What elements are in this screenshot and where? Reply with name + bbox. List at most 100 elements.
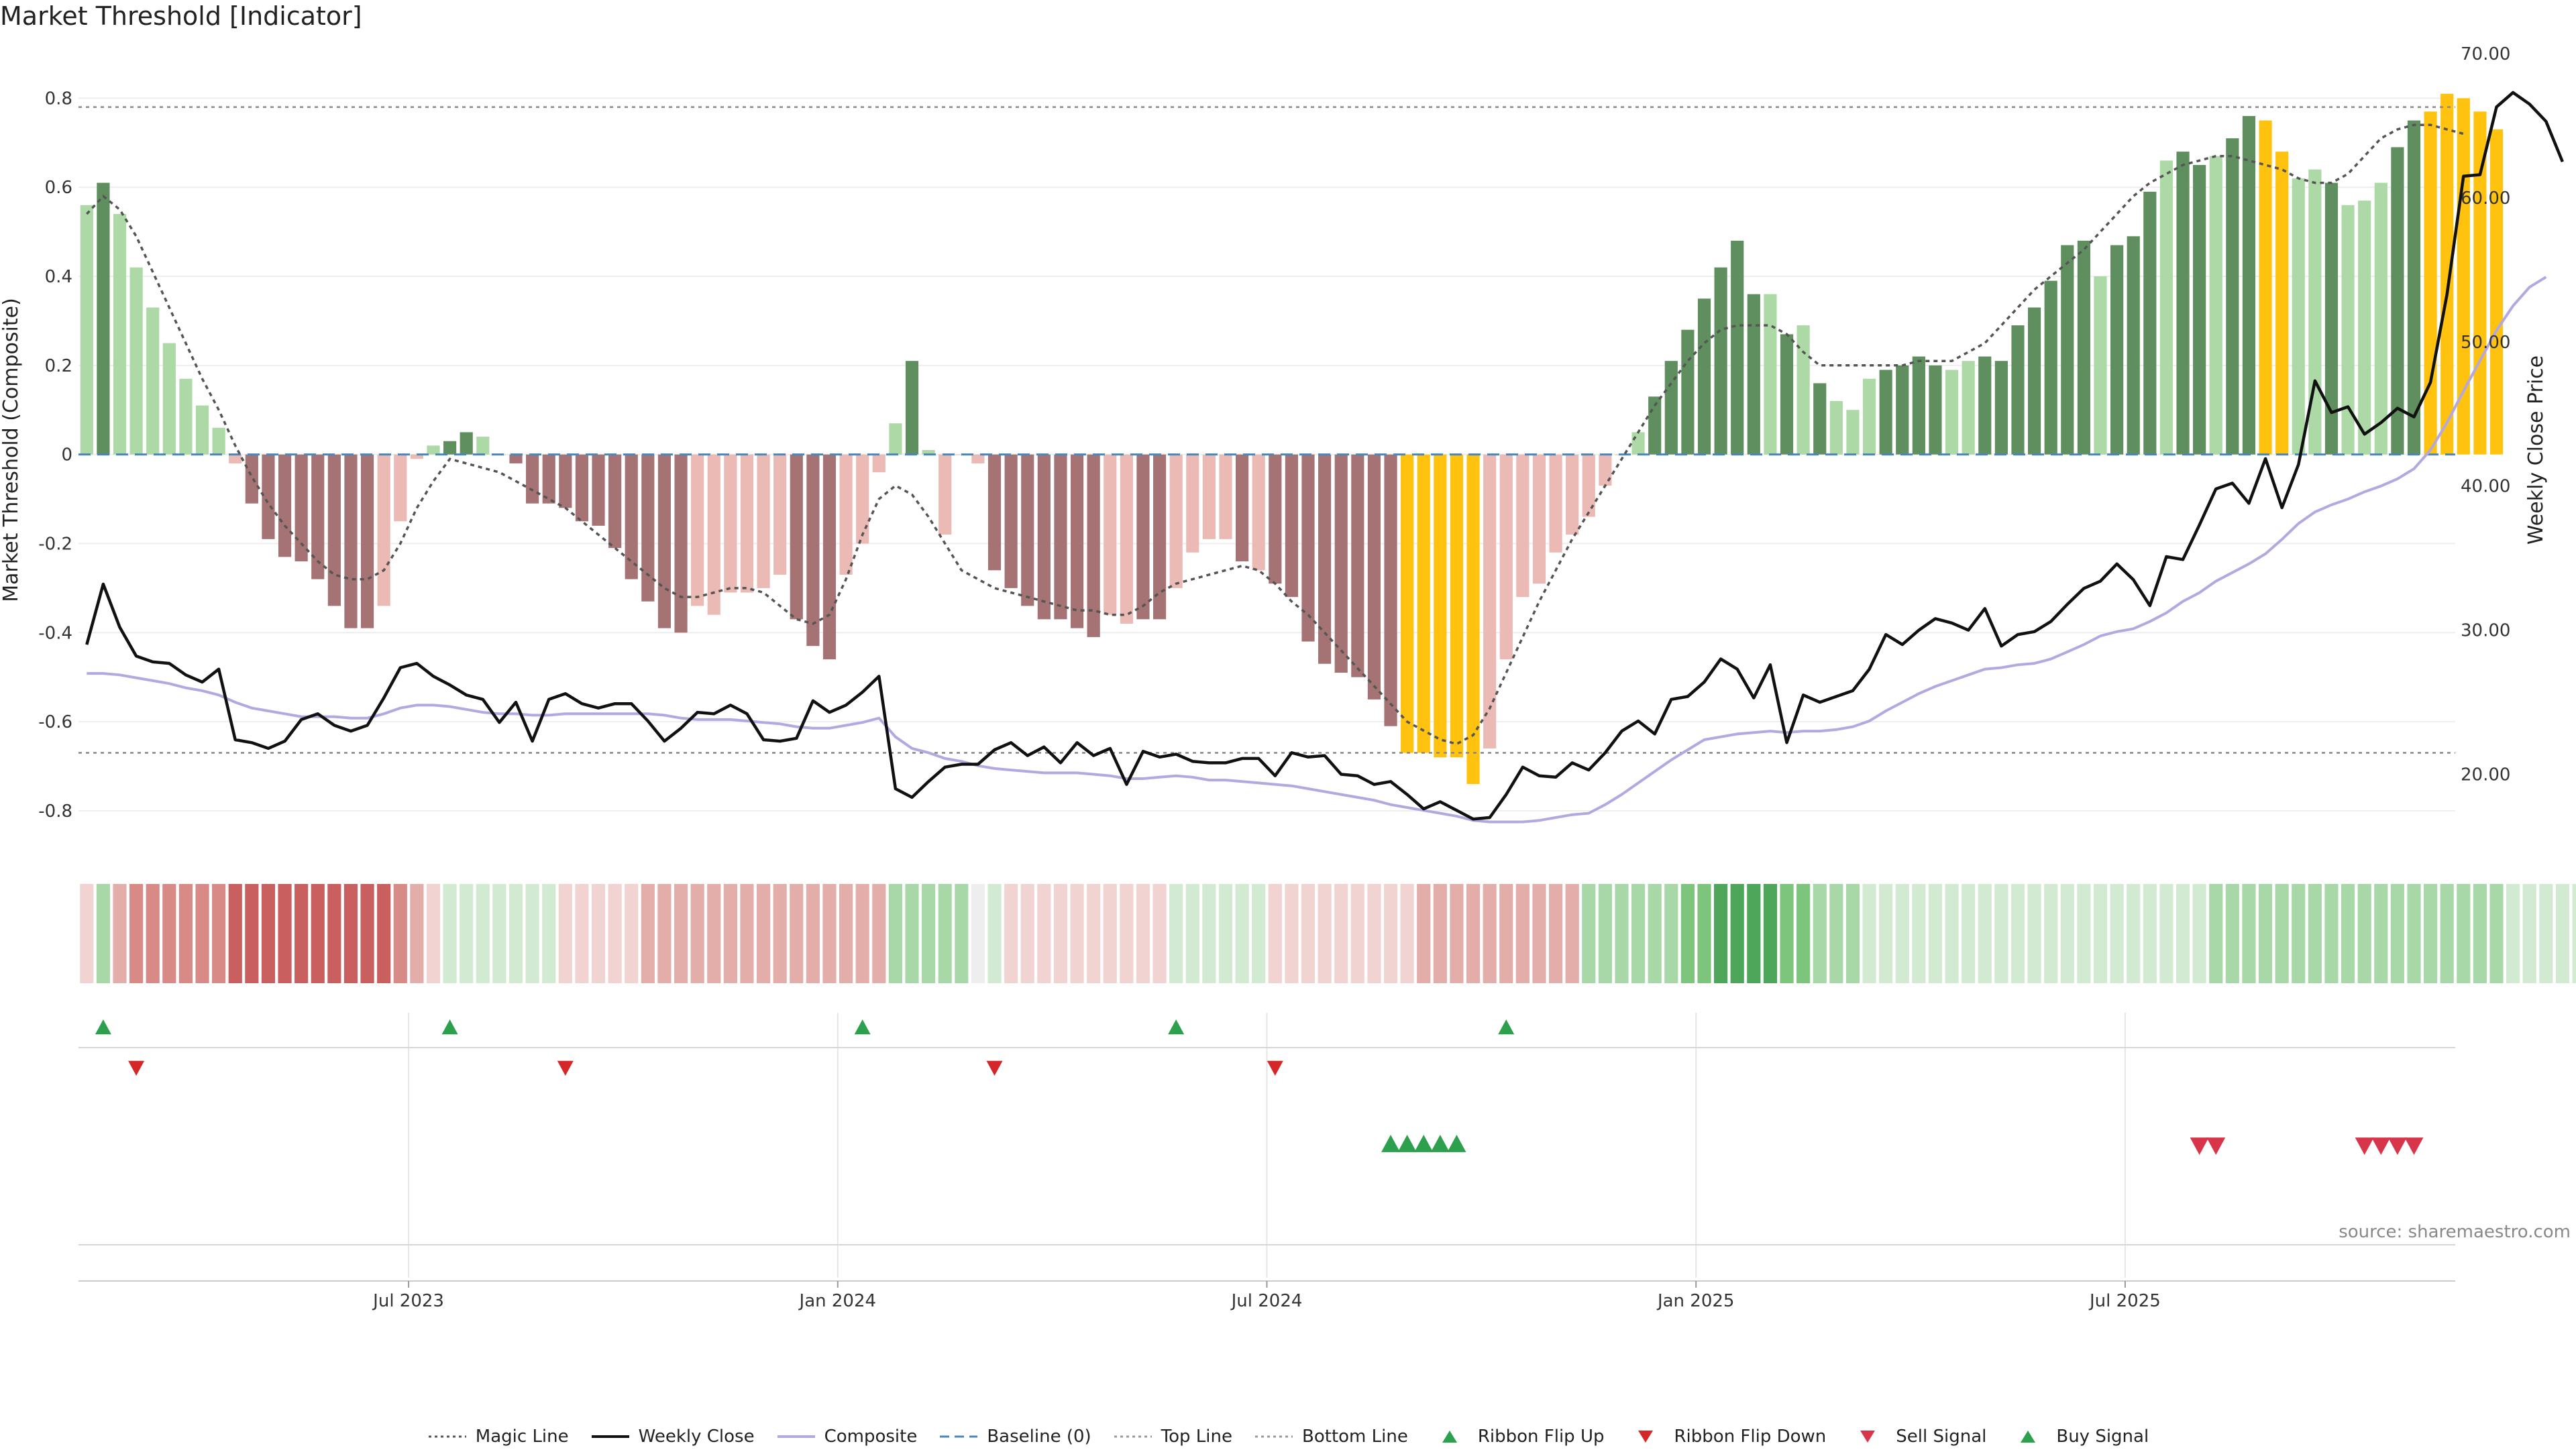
axes: 0.8 0.6 0.4 0.2 0 -0.2 -0.4 -0.6 -0.8 70.00 60.00 5… (0, 44, 2548, 1311)
ribbon-cell (2407, 884, 2421, 983)
ribbon-cell (625, 884, 639, 983)
ribbon-cell (1383, 884, 1398, 983)
chart-legend: Magic Line Weekly Close Composite Baseline … (0, 1423, 2576, 1450)
bar (1434, 454, 1447, 758)
ribbon-flip-up-marker (1168, 1019, 1185, 1035)
bar (1631, 432, 1645, 455)
y-tick-label: 0 (61, 445, 72, 465)
ribbon-cell (2044, 884, 2058, 983)
ribbon-cell (938, 884, 952, 983)
ribbon-cell (2341, 884, 2355, 983)
bar (922, 450, 935, 455)
ribbon-cell (2324, 884, 2339, 983)
ribbon-cell (2572, 884, 2576, 983)
bar (1401, 454, 1414, 753)
bar (1351, 454, 1364, 677)
bar (1136, 454, 1150, 620)
ribbon-cell (476, 884, 490, 983)
ribbon-cell (1499, 884, 1513, 983)
ribbon-cell (1400, 884, 1414, 983)
ribbon-cell (905, 884, 919, 983)
ribbon-strip (80, 884, 2576, 983)
ribbon-cell (1895, 884, 1909, 983)
ribbon-cell (1350, 884, 1364, 983)
ribbon-cell (1433, 884, 1447, 983)
ribbon-cell (855, 884, 869, 983)
legend-item: Composite (776, 1427, 918, 1447)
ribbon-cell (1252, 884, 1266, 983)
composite-line (87, 276, 2547, 824)
ribbon-cell (888, 884, 902, 983)
ribbon-cell (1780, 884, 1794, 983)
bar (1747, 294, 1760, 455)
bar (2473, 111, 2487, 455)
bar (575, 454, 589, 522)
ribbon-cell (80, 884, 94, 983)
ribbon-cell (1763, 884, 1778, 983)
legend-swatch-icon (1255, 1435, 1293, 1438)
x-tick-label: Jul 2024 (1230, 1291, 1303, 1311)
ribbon-cell (460, 884, 474, 983)
ribbon-cell (1450, 884, 1464, 983)
legend-item: Ribbon Flip Down (1625, 1427, 1826, 1447)
ribbon-cell (96, 884, 110, 983)
bar (1681, 329, 1695, 455)
bar (2341, 205, 2355, 455)
ribbon-cell (2506, 884, 2520, 983)
bar (740, 454, 754, 593)
ribbon-cell (1120, 884, 1134, 983)
bar (245, 454, 258, 504)
buy-signal-marker (1447, 1135, 1466, 1152)
bar (2127, 236, 2140, 455)
ribbon-cell (756, 884, 771, 983)
legend-item: Sell Signal (1847, 1427, 1986, 1447)
bar (1896, 365, 1909, 455)
ribbon-cell (327, 884, 341, 983)
ribbon-cell (2060, 884, 2074, 983)
legend-swatch-icon (1114, 1435, 1152, 1438)
bar (2457, 98, 2470, 455)
ribbon-cell (575, 884, 589, 983)
bar (2044, 280, 2057, 455)
ribbon-cell (674, 884, 688, 983)
bar (113, 214, 127, 455)
bar (1202, 454, 1216, 539)
bar (905, 361, 919, 455)
bar (1004, 454, 1018, 588)
ribbon-flip-down-marker (557, 1060, 574, 1076)
ribbon-cell (657, 884, 672, 983)
bar (657, 454, 672, 628)
bar (674, 454, 688, 633)
ribbon-cell (822, 884, 837, 983)
ribbon-cell (1648, 884, 1662, 983)
bar (2209, 156, 2222, 455)
sell-signal-marker (2404, 1137, 2424, 1155)
ribbon-cell (707, 884, 721, 983)
bar (2358, 201, 2371, 455)
bar (97, 182, 110, 455)
ribbon-cell (740, 884, 754, 983)
bar (1483, 454, 1497, 748)
ribbon-flip-down-marker (1267, 1060, 1283, 1076)
legend-label: Composite (824, 1427, 918, 1447)
ribbon-cell (955, 884, 969, 983)
bar (1235, 454, 1249, 562)
ribbon-cell (1582, 884, 1596, 983)
bar (377, 454, 390, 606)
legend-label: Buy Signal (2056, 1427, 2149, 1447)
ribbon-cell (2143, 884, 2157, 983)
ribbon-cell (1730, 884, 1744, 983)
bar (1566, 454, 1579, 535)
bar (509, 454, 523, 463)
ribbon-cell (1202, 884, 1216, 983)
ribbon-cell (2308, 884, 2322, 983)
ribbon-cell (971, 884, 985, 983)
bar (1813, 383, 1827, 455)
bar (1021, 454, 1034, 606)
bar (1780, 334, 1794, 455)
ribbon-cell (2489, 884, 2504, 983)
bar (2292, 178, 2305, 455)
bar (542, 454, 555, 504)
x-tick-label: Jan 2024 (798, 1291, 877, 1311)
ribbon-cell (1268, 884, 1282, 983)
